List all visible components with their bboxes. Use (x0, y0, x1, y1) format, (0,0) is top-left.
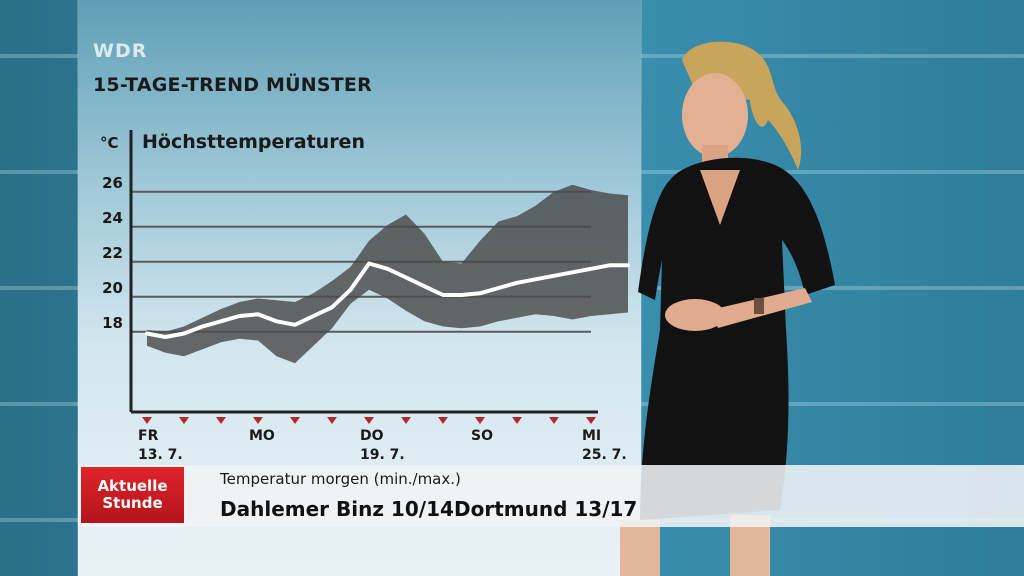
presenter-leg-left (620, 520, 660, 576)
x-tick-mark (253, 417, 263, 424)
presenter-dress (638, 157, 835, 520)
x-date-label: 13. 7. (138, 447, 183, 463)
x-tick-label: SO (471, 428, 493, 444)
x-tick-label: DO (360, 428, 384, 444)
x-tick-mark (179, 417, 189, 424)
show-badge: Aktuelle Stunde (80, 466, 185, 524)
x-tick-label: MI (582, 428, 601, 444)
x-tick-mark (142, 417, 152, 424)
y-tick-label: 26 (102, 174, 123, 192)
ticker-bar (78, 465, 1024, 527)
x-tick-mark (401, 417, 411, 424)
x-date-label: 19. 7. (360, 447, 405, 463)
y-tick-label: 24 (102, 209, 123, 227)
x-date-label: 25. 7. (582, 447, 627, 463)
ticker-heading: Temperatur morgen (min./max.) (220, 470, 461, 488)
y-tick-label: 18 (102, 314, 123, 332)
show-name-line2: Stunde (102, 494, 163, 512)
axes (129, 130, 598, 414)
y-tick-label: 20 (102, 279, 123, 297)
x-tick-mark (438, 417, 448, 424)
presenter-hands (665, 299, 725, 331)
x-tick-mark (290, 417, 300, 424)
presenter-neckline (700, 170, 740, 225)
trend-line (145, 261, 630, 339)
ticker-item: Dortmund 13/17 (454, 497, 638, 521)
x-tick-mark (216, 417, 226, 424)
x-tick-label: FR (138, 428, 159, 444)
ticker-item: Dahlemer Binz 10/14 (220, 497, 454, 521)
panel-title: 15-TAGE-TREND MÜNSTER (93, 74, 372, 96)
x-tick-mark (549, 417, 559, 424)
broadcaster-logo: WDR (93, 40, 148, 62)
presenter-face (682, 73, 748, 157)
show-name-line1: Aktuelle (97, 477, 168, 495)
x-tick-mark (327, 417, 337, 424)
x-axis-labels: FR 13. 7. MO DO 19. 7. SO MI 25. 7. (138, 417, 627, 463)
y-tick-label: 22 (102, 244, 123, 262)
chart-title: Höchsttemperaturen (142, 131, 365, 153)
x-tick-mark (364, 417, 374, 424)
x-tick-mark (475, 417, 485, 424)
presenter-watch (754, 298, 764, 314)
x-tick-label: MO (249, 428, 275, 444)
y-unit-label: °C (100, 134, 119, 152)
x-tick-mark (586, 417, 596, 424)
x-tick-mark (512, 417, 522, 424)
